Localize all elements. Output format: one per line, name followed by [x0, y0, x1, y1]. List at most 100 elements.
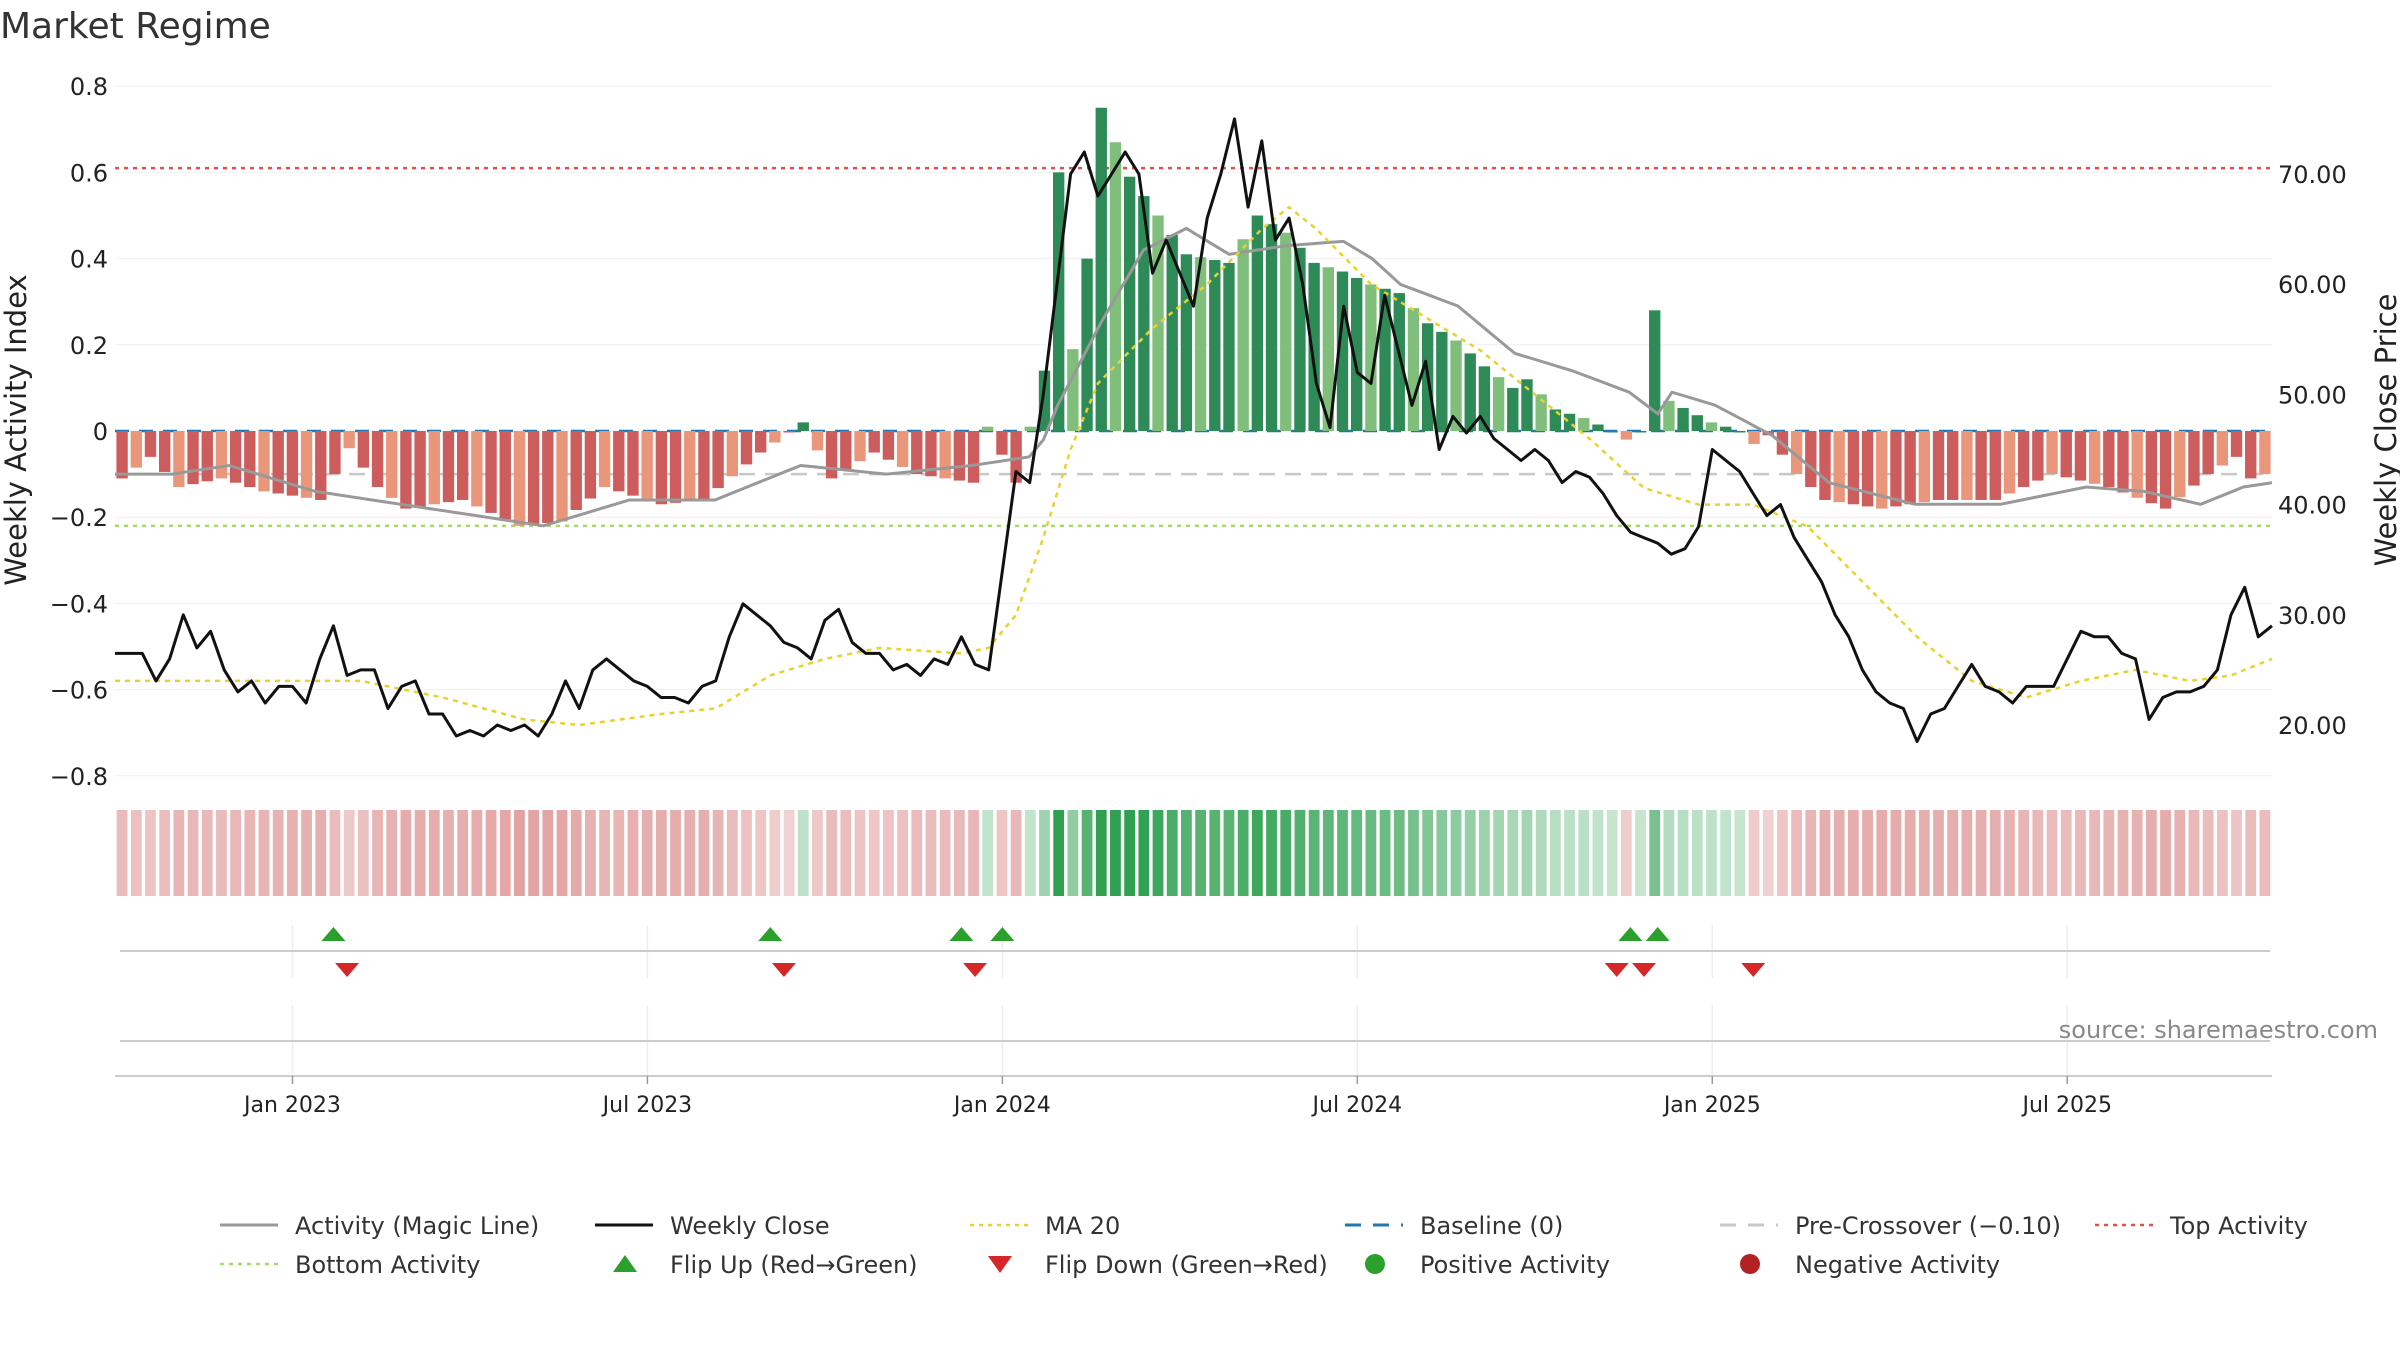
legend-entry: Positive Activity [1365, 1251, 1610, 1279]
positive-activity-bar [1322, 267, 1334, 431]
regime-strip-cell [471, 810, 483, 896]
regime-strip-cell [1422, 810, 1434, 896]
regime-strip-cell [1280, 810, 1292, 896]
regime-strip-cell [1677, 810, 1689, 896]
regime-strip-cell [1975, 810, 1987, 896]
left-tick-label: 0.4 [70, 246, 108, 274]
chart-title: Market Regime [0, 6, 271, 47]
regime-strip-cell [116, 810, 128, 896]
regime-strip-cell [145, 810, 156, 896]
regime-strip-cell [812, 810, 823, 896]
positive-activity-bar [1095, 107, 1107, 431]
legend-entry: Negative Activity [1740, 1251, 2000, 1279]
legend-entry: Weekly Close [595, 1212, 830, 1240]
negative-activity-bar [953, 431, 966, 481]
negative-activity-bar [286, 431, 299, 496]
negative-activity-bar [2230, 431, 2243, 457]
negative-activity-bar [2188, 431, 2200, 486]
legend-entry: Bottom Activity [220, 1251, 480, 1279]
negative-activity-bar [840, 431, 852, 470]
regime-strip-cell [1549, 810, 1561, 896]
legend-entry: Baseline (0) [1345, 1212, 1563, 1240]
flip-down-marker [335, 963, 360, 977]
legend-label: Positive Activity [1420, 1251, 1610, 1279]
regime-strip-cell [897, 810, 908, 896]
negative-activity-bar [1790, 431, 1803, 475]
regime-strip-cell [1876, 810, 1888, 896]
negative-activity-bar [130, 431, 142, 468]
flip-up-marker [758, 927, 783, 941]
regime-strip-cell [2089, 810, 2101, 896]
regime-strip-cell [911, 810, 923, 896]
positive-activity-bar [1194, 257, 1207, 431]
regime-strip-cell [840, 810, 852, 896]
positive-activity-bar [1209, 260, 1221, 431]
negative-activity-bar [2159, 431, 2172, 509]
right-axis-label: Weekly Close Price [2369, 294, 2400, 567]
negative-activity-bar [471, 431, 483, 507]
positive-activity-bar [1464, 353, 1476, 431]
regime-strip-cell [655, 810, 667, 896]
weekly-close-line [115, 117, 2273, 743]
regime-strip-cell [1322, 810, 1334, 896]
positive-activity-bar [1436, 331, 1448, 431]
legend-label: Flip Up (Red→Green) [670, 1251, 918, 1279]
negative-activity-bar [300, 431, 313, 498]
left-tick-label: −0.8 [50, 763, 108, 791]
positive-activity-bar [1663, 400, 1675, 431]
negative-activity-bar [925, 431, 937, 477]
regime-strip-cell [130, 810, 142, 896]
regime-strip-cell [868, 810, 880, 896]
negative-activity-bar [1748, 431, 1760, 444]
positive-activity-bar [1067, 349, 1079, 431]
left-tick-label: −0.2 [50, 504, 108, 532]
negative-activity-bar [315, 431, 327, 500]
regime-strip-cell [1947, 810, 1959, 896]
negative-activity-bar [2259, 431, 2271, 475]
regime-strip-cell [1152, 810, 1164, 896]
negative-activity-bar [584, 431, 597, 499]
regime-strip-cell [741, 810, 752, 896]
regime-strip-cell [1890, 810, 1902, 896]
negative-activity-bar [2017, 431, 2030, 488]
regime-strip-cell [372, 810, 383, 896]
negative-activity-bar [1620, 431, 1632, 440]
negative-activity-bar [1847, 431, 1860, 505]
regime-strip-cell [1393, 810, 1405, 896]
x-tick-label: Jul 2023 [601, 1093, 693, 1118]
regime-strip-cell [499, 810, 511, 896]
regime-strip-cell [1124, 810, 1136, 896]
regime-strip-cell [1592, 810, 1604, 896]
flip-panel [120, 925, 2270, 978]
regime-strip-cell [1010, 810, 1022, 896]
regime-strip-cell [1351, 810, 1363, 896]
negative-activity-bar [1805, 431, 1817, 488]
negative-activity-bar [1876, 431, 1888, 509]
bottom-panel: source: sharemaestro.com [115, 1005, 2378, 1077]
negative-activity-bar [2003, 431, 2016, 494]
positive-activity-bar [1649, 310, 1661, 431]
flip-down-marker [1604, 963, 1629, 977]
negative-activity-bar [613, 431, 625, 492]
negative-activity-bar [939, 431, 951, 479]
regime-strip [116, 810, 2271, 896]
positive-activity-bar [1152, 215, 1164, 431]
regime-strip-cell [2018, 810, 2030, 896]
regime-strip-cell [2160, 810, 2171, 896]
flip-up-marker [1645, 927, 1670, 941]
regime-strip-cell [982, 810, 994, 896]
regime-strip-cell [1464, 810, 1476, 896]
regime-strip-cell [1777, 810, 1788, 896]
negative-activity-bar [911, 431, 923, 475]
positive-activity-bar [1308, 262, 1320, 431]
regime-strip-cell [599, 810, 610, 896]
positive-activity-bar [1535, 394, 1547, 431]
negative-activity-bar [811, 431, 824, 451]
positive-activity-bar [1691, 415, 1703, 431]
positive-activity-bar [1351, 277, 1363, 431]
positive-activity-bar [1180, 254, 1193, 431]
regime-strip-cell [2075, 810, 2086, 896]
negative-activity-bar [627, 431, 639, 496]
positive-activity-bar [1521, 379, 1533, 431]
